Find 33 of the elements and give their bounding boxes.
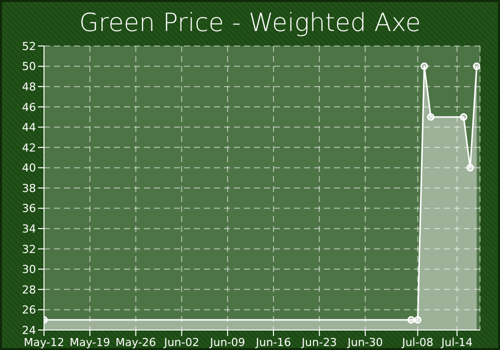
- x-tick-label: Jun-09: [209, 336, 246, 349]
- x-tick-label: May-19: [70, 336, 110, 349]
- chart-title: Green Price - Weighted Axe: [78, 8, 422, 37]
- y-tick-label: 46: [22, 100, 36, 114]
- y-tick-label: 38: [22, 182, 36, 195]
- x-tick-label: Jun-16: [254, 336, 292, 349]
- x-tick-label: Jun-23: [300, 336, 337, 349]
- y-tick-label: 50: [22, 60, 36, 74]
- point: [466, 164, 474, 172]
- y-tick-label: 26: [22, 304, 36, 317]
- x-tick-label: Jun-30: [346, 336, 383, 349]
- x-tick-label: Jul-08: [401, 336, 434, 349]
- y-tick-label: 44: [22, 121, 36, 134]
- y-tick-label: 32: [22, 242, 36, 256]
- point: [420, 62, 428, 70]
- point: [414, 316, 422, 324]
- y-tick-label: 28: [22, 283, 36, 296]
- x-tick-label: Jun-02: [163, 336, 200, 349]
- x-tick-label: Jul-14: [440, 336, 473, 349]
- point: [407, 316, 415, 324]
- y-tick-label: 36: [22, 202, 36, 216]
- y-tick-label: 40: [22, 162, 36, 175]
- y-tick-label: 48: [22, 80, 36, 94]
- point: [472, 62, 480, 70]
- y-tick-label: 24: [22, 324, 36, 337]
- point: [427, 113, 435, 121]
- y-tick-label: 52: [22, 40, 36, 53]
- point: [460, 113, 468, 121]
- x-tick-label: May-26: [116, 336, 156, 349]
- x-tick-label: May-12: [24, 336, 64, 349]
- y-tick-label: 30: [22, 263, 36, 276]
- y-tick-label: 42: [22, 141, 36, 154]
- y-tick-label: 34: [22, 222, 36, 236]
